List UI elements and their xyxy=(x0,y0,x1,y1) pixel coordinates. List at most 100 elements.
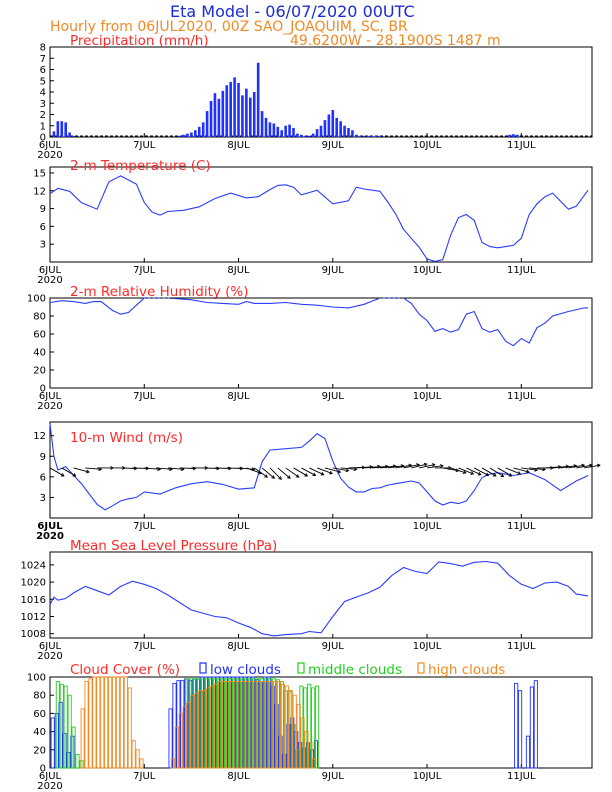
x-tick-year: 2020 xyxy=(37,651,62,662)
wind-vector-head xyxy=(295,474,300,478)
wind-vector-head xyxy=(337,469,342,474)
x-tick-year: 2020 xyxy=(37,781,62,792)
y-tick-label: 9 xyxy=(40,452,46,463)
panel-title: 10-m Wind (m/s) xyxy=(70,430,183,446)
y-tick-label: 12 xyxy=(33,186,46,197)
wind-vector-head xyxy=(542,467,546,472)
cloud-bar xyxy=(518,690,523,769)
precip-bar xyxy=(276,126,280,137)
wind-vector xyxy=(489,467,504,477)
humidity-panel: 0 20 40 60 80 100 6JUL 7JUL 8JUL 9JUL 10JUL 11JUL 20… xyxy=(27,284,593,412)
precip-bar xyxy=(355,134,358,137)
cloud-bar xyxy=(261,681,266,769)
wind-vector xyxy=(309,467,324,476)
series-line xyxy=(49,297,589,347)
panel-title: 2-m Relative Humidity (%) xyxy=(70,284,249,300)
cloud-bar xyxy=(135,749,140,769)
cloud-bar xyxy=(308,742,313,769)
x-tick-label: 10JUL xyxy=(413,265,442,276)
precip-bar xyxy=(335,117,339,137)
cloud-bar xyxy=(111,676,117,769)
precip-bar xyxy=(358,135,362,137)
wind-vector xyxy=(458,467,474,475)
precip-bar xyxy=(64,122,68,137)
cloud-bar xyxy=(241,681,246,769)
precip-bar xyxy=(303,135,307,137)
x-tick-label: 11JUL xyxy=(507,521,536,532)
x-tick-label: 8JUL xyxy=(227,265,250,276)
x-tick-year: 2020 xyxy=(36,531,64,542)
cloud-bar xyxy=(253,681,258,769)
cloud-bar xyxy=(50,717,55,769)
y-tick-label: 1016 xyxy=(21,595,46,606)
wind-vector xyxy=(356,466,373,469)
y-tick-label: 3 xyxy=(40,99,46,110)
x-tick-label: 7JUL xyxy=(133,771,156,782)
cloud-bar xyxy=(88,678,93,769)
x-tick-label: 10JUL xyxy=(413,140,442,151)
y-tick-label: 40 xyxy=(33,348,46,359)
y-tick-label: 6 xyxy=(40,472,46,483)
cloud-bar xyxy=(276,681,282,769)
x-tick-label: 9JUL xyxy=(322,140,345,151)
wind-vector-head xyxy=(287,475,291,479)
x-tick-label: 9JUL xyxy=(322,391,345,402)
wind-vector-head xyxy=(278,476,282,480)
wind-vector xyxy=(332,467,349,472)
cloud-bar xyxy=(170,758,176,769)
plot-frame xyxy=(49,166,593,263)
cloud-bar xyxy=(182,705,187,769)
cloud-bar xyxy=(100,676,105,769)
cloud-bar xyxy=(273,681,278,769)
wind-vector-head xyxy=(320,471,325,476)
wind-vector-head xyxy=(431,463,436,468)
wind-vector xyxy=(73,467,90,473)
y-tick-label: 20 xyxy=(33,745,46,756)
wind-vector xyxy=(395,464,412,469)
y-tick-label: 5 xyxy=(40,76,46,87)
precip-bar xyxy=(292,128,295,137)
wind-vector xyxy=(568,464,585,469)
cloud-bar xyxy=(115,676,121,769)
x-tick-label: 9JUL xyxy=(322,641,345,652)
cloud-bar xyxy=(127,687,132,769)
cloud-bar xyxy=(296,703,301,769)
wind-panel: 3 6 9 12 6JUL 7JUL 8JUL 9JUL 10JUL 11JUL 2020 10-m … xyxy=(33,421,601,542)
cloud-bar xyxy=(210,685,215,769)
y-tick-label: 0 xyxy=(40,133,46,144)
wind-vector xyxy=(419,464,435,469)
wind-vector-head xyxy=(565,464,570,469)
precip-bar xyxy=(378,135,382,137)
x-tick-year: 2020 xyxy=(37,401,62,412)
precip-bar xyxy=(229,81,232,137)
precip-bar xyxy=(194,130,197,137)
series-line xyxy=(49,175,589,262)
precip-bar xyxy=(311,133,315,137)
cloud-bar xyxy=(533,680,538,769)
y-tick-label: 40 xyxy=(33,727,46,738)
precip-bar xyxy=(178,135,181,137)
wind-vector xyxy=(85,467,102,470)
precip-bar xyxy=(323,120,327,137)
wind-vector xyxy=(316,467,333,474)
precip-bar xyxy=(508,134,511,137)
x-tick-label: 6JUL xyxy=(39,391,62,402)
cloud-bar xyxy=(312,758,317,769)
legend-label: middle clouds xyxy=(308,662,402,678)
precip-bar xyxy=(221,90,225,137)
cloud-bar xyxy=(96,676,101,769)
precip-bar xyxy=(343,125,346,137)
cloud-bar xyxy=(190,694,195,769)
wind-vector xyxy=(552,465,569,469)
precip-bar xyxy=(213,93,217,137)
wind-vector-head xyxy=(508,473,513,477)
cloud-bar xyxy=(108,676,113,769)
x-tick-label: 9JUL xyxy=(322,521,345,532)
x-tick-label: 9JUL xyxy=(322,771,345,782)
wind-vector xyxy=(269,467,282,480)
wind-vector-head xyxy=(525,469,530,474)
y-tick-label: 1012 xyxy=(21,612,46,623)
cloud-cover-panel: 0 20 40 60 80 100 6JUL 7JUL 8JUL 9JUL 10JUL 11JUL 20… xyxy=(27,662,593,792)
